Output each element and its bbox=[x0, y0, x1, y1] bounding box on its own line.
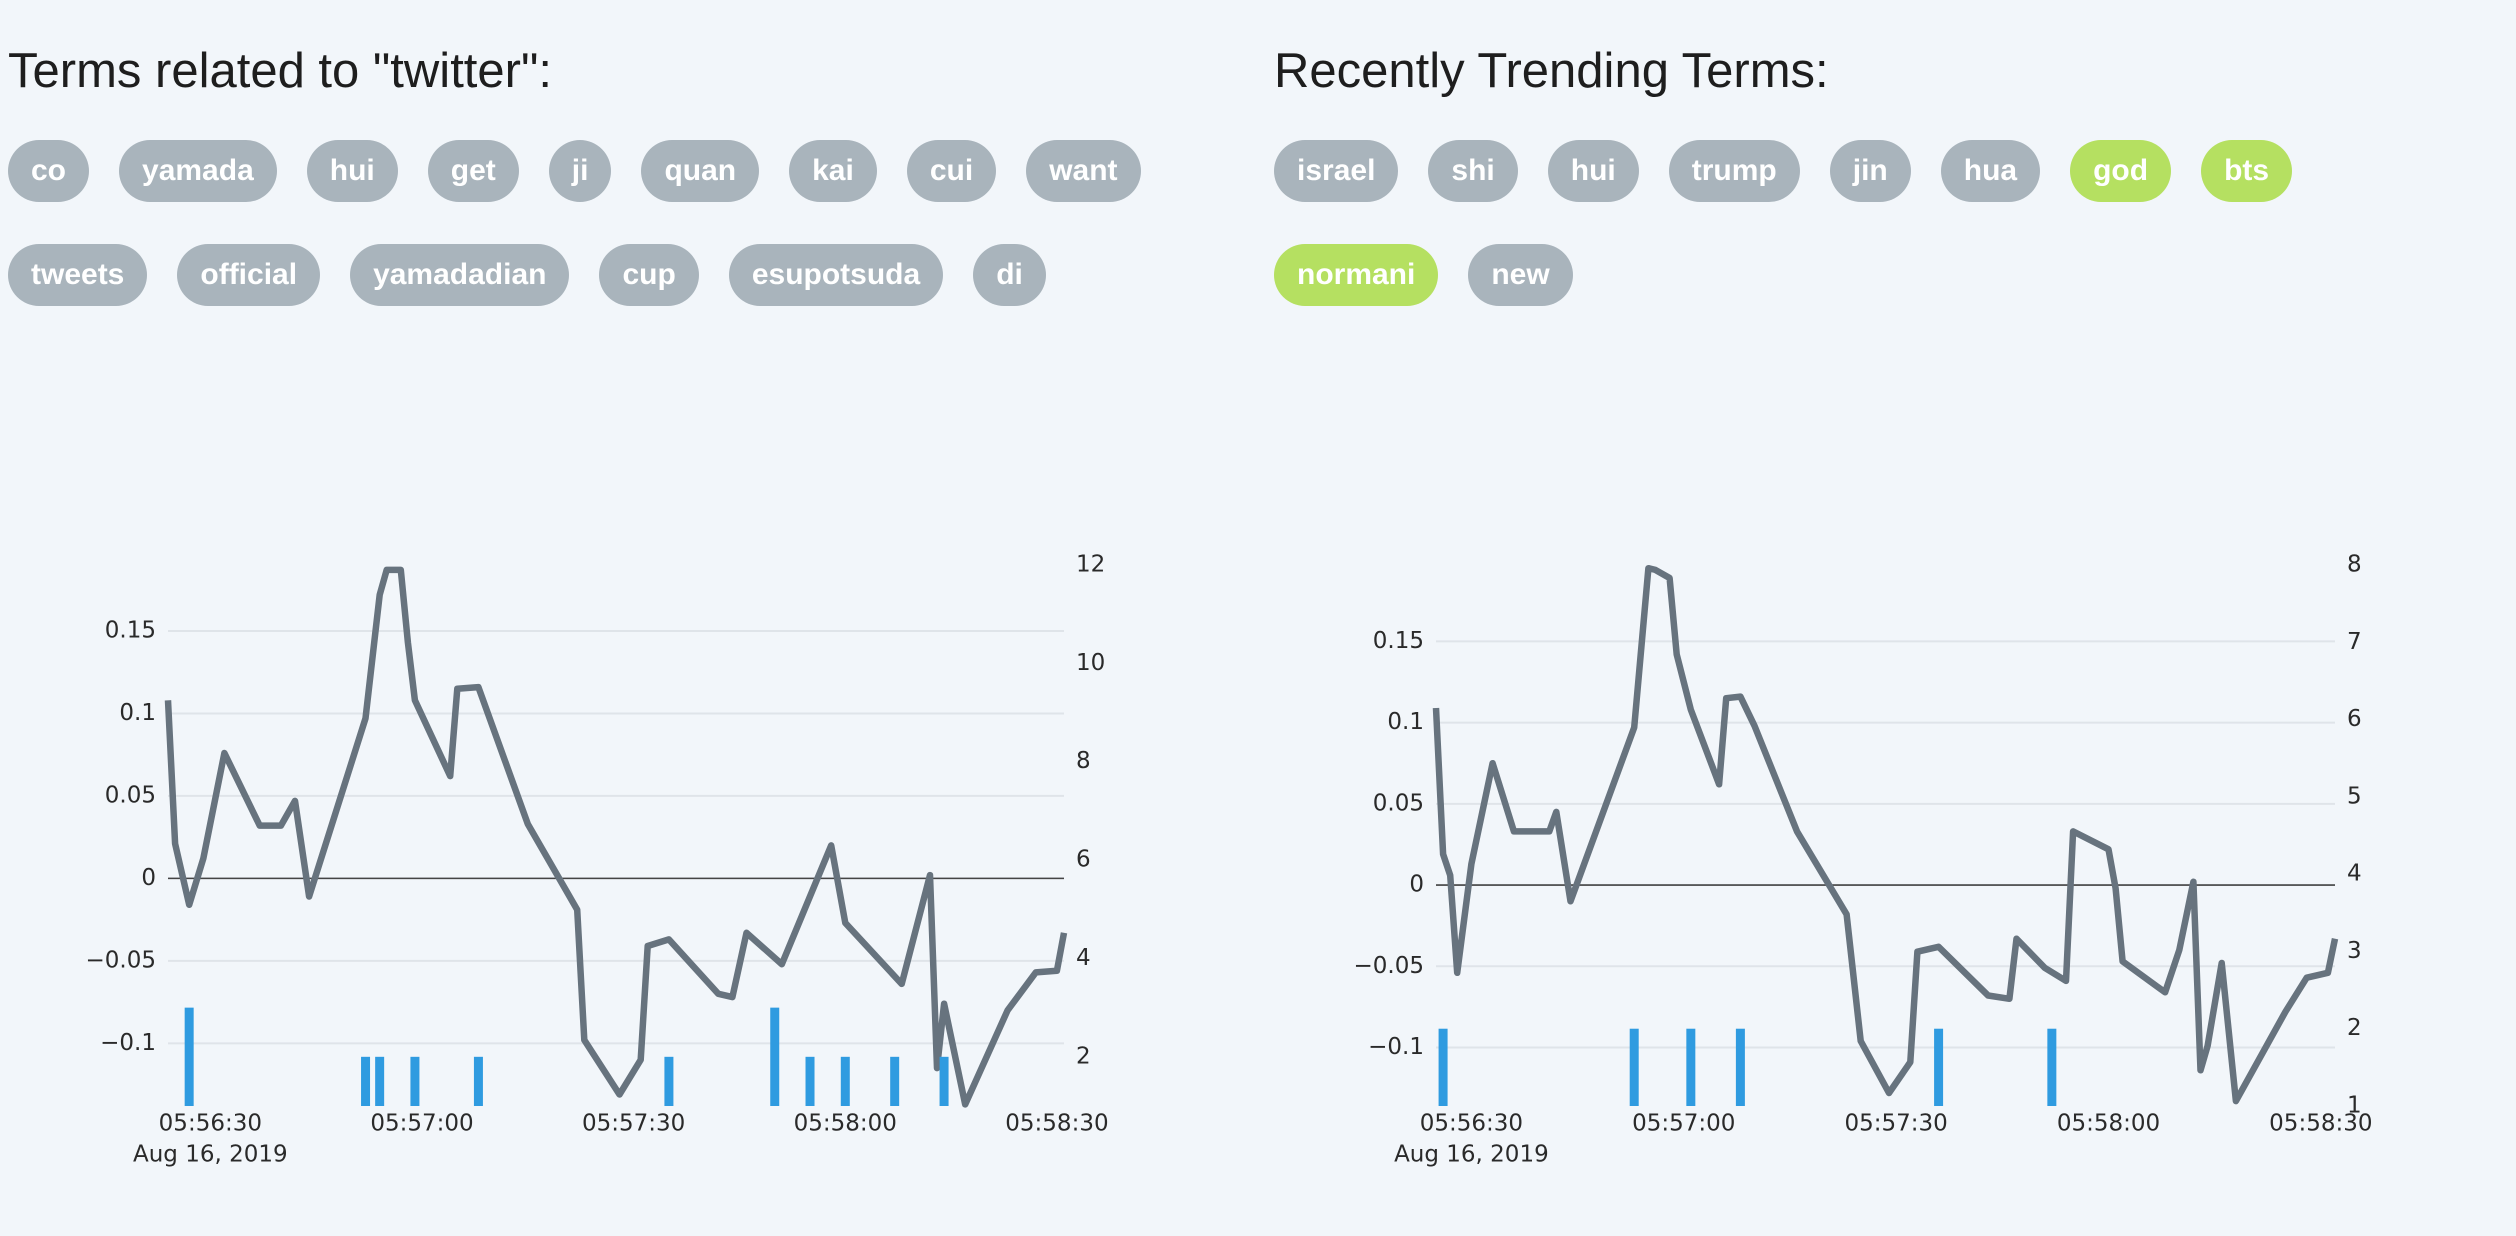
y2-tick-label: 5 bbox=[2347, 783, 2362, 809]
y-tick-label: −0.1 bbox=[100, 1030, 156, 1056]
y-tick-label: 0.15 bbox=[105, 617, 156, 643]
term-pill[interactable]: hui bbox=[1547, 140, 1639, 202]
y-tick-label: −0.1 bbox=[1368, 1034, 1424, 1060]
term-pill[interactable]: cui bbox=[906, 140, 997, 202]
bar bbox=[2047, 1028, 2057, 1106]
y2-tick-label: 8 bbox=[2347, 552, 2362, 578]
bar bbox=[1735, 1028, 1745, 1106]
y2-tick-label: 12 bbox=[1076, 552, 1105, 578]
bar bbox=[890, 1056, 900, 1106]
y2-tick-label: 10 bbox=[1076, 650, 1105, 676]
y2-tick-label: 4 bbox=[1076, 945, 1091, 971]
term-pill[interactable]: god bbox=[2070, 140, 2172, 202]
term-pill[interactable]: jin bbox=[1829, 140, 1911, 202]
y-tick-label: 0.1 bbox=[119, 700, 156, 726]
x-date-label: Aug 16, 2019 bbox=[1394, 1142, 1549, 1168]
term-row: normani new bbox=[1274, 244, 2292, 306]
bar bbox=[840, 1056, 850, 1106]
term-pill[interactable]: yamada bbox=[119, 140, 277, 202]
bar bbox=[410, 1056, 420, 1106]
term-pill[interactable]: normani bbox=[1274, 244, 1439, 306]
bar bbox=[184, 1007, 194, 1106]
bar bbox=[770, 1007, 780, 1106]
term-pill[interactable]: cup bbox=[599, 244, 699, 306]
term-pill[interactable]: official bbox=[177, 244, 321, 306]
related-terms-panel: Terms related to "twitter": co yamada hui ge… bbox=[8, 36, 1141, 306]
y2-tick-label: 7 bbox=[2347, 629, 2362, 655]
y-tick-label: 0.1 bbox=[1387, 709, 1424, 735]
x-tick-label: 05:56:30 bbox=[159, 1111, 262, 1137]
bar bbox=[1686, 1028, 1696, 1106]
x-tick-label: 05:57:00 bbox=[1632, 1111, 1735, 1137]
panel-title: Terms related to "twitter": bbox=[8, 44, 553, 98]
bar bbox=[375, 1056, 385, 1106]
term-row: tweets official yamadadian cup esupotsuda di bbox=[8, 244, 1141, 306]
trending-terms-panel: Recently Trending Terms: israel shi hui trum… bbox=[1274, 36, 2293, 306]
y-tick-label: 0.05 bbox=[1373, 790, 1424, 816]
bar bbox=[805, 1056, 815, 1106]
y2-tick-label: 3 bbox=[2347, 938, 2362, 964]
y2-tick-label: 4 bbox=[2347, 861, 2362, 887]
y-tick-label: 0.15 bbox=[1373, 628, 1424, 654]
term-pill[interactable]: shi bbox=[1428, 140, 1518, 202]
term-pill[interactable]: quan bbox=[641, 140, 760, 202]
x-tick-label: 05:58:30 bbox=[1005, 1111, 1108, 1137]
term-pill[interactable]: want bbox=[1026, 140, 1141, 202]
term-pill[interactable]: israel bbox=[1274, 140, 1399, 202]
bar bbox=[939, 1056, 949, 1106]
x-tick-label: 05:57:30 bbox=[582, 1111, 685, 1137]
term-pill[interactable]: kai bbox=[789, 140, 877, 202]
x-tick-label: 05:56:30 bbox=[1420, 1111, 1523, 1137]
term-pill[interactable]: ji bbox=[548, 140, 612, 202]
x-tick-label: 05:58:30 bbox=[2269, 1111, 2372, 1137]
term-pill[interactable]: new bbox=[1468, 244, 1573, 306]
y2-tick-label: 1 bbox=[2347, 1093, 2362, 1119]
term-pill[interactable]: di bbox=[973, 244, 1046, 306]
term-pill[interactable]: tweets bbox=[8, 244, 148, 306]
y2-tick-label: 2 bbox=[2347, 1015, 2362, 1041]
panel-title: Recently Trending Terms: bbox=[1274, 44, 1829, 98]
x-date-label: Aug 16, 2019 bbox=[133, 1142, 288, 1168]
y-tick-label: −0.05 bbox=[86, 947, 156, 973]
y-tick-label: −0.05 bbox=[1354, 953, 1424, 979]
x-tick-label: 05:58:00 bbox=[2057, 1111, 2160, 1137]
line-series bbox=[1432, 564, 2339, 1105]
y-tick-label: 0.05 bbox=[105, 782, 156, 808]
y2-tick-label: 6 bbox=[2347, 706, 2362, 732]
bar bbox=[473, 1056, 483, 1106]
x-tick-label: 05:57:00 bbox=[370, 1111, 473, 1137]
y-tick-label: 0 bbox=[141, 865, 156, 891]
term-pill[interactable]: trump bbox=[1668, 140, 1800, 202]
term-pill[interactable]: hui bbox=[306, 140, 398, 202]
term-pill[interactable]: co bbox=[8, 140, 90, 202]
term-row: israel shi hui trump jin hua god bts bbox=[1274, 140, 2293, 202]
x-tick-label: 05:58:00 bbox=[794, 1111, 897, 1137]
term-pill[interactable]: esupotsuda bbox=[728, 244, 944, 306]
term-row: co yamada hui get ji quan kai cui want bbox=[8, 140, 1141, 202]
bar bbox=[1934, 1028, 1944, 1106]
term-pill[interactable]: hua bbox=[1940, 140, 2041, 202]
bar bbox=[361, 1056, 371, 1106]
term-pill[interactable]: bts bbox=[2201, 140, 2293, 202]
y2-tick-label: 8 bbox=[1076, 748, 1091, 774]
bar bbox=[664, 1056, 674, 1106]
x-tick-label: 05:57:30 bbox=[1844, 1111, 1947, 1137]
y2-tick-label: 2 bbox=[1076, 1043, 1091, 1069]
bar bbox=[1629, 1028, 1639, 1106]
line-series bbox=[164, 566, 1068, 1108]
bar bbox=[1438, 1028, 1448, 1106]
term-pill[interactable]: yamadadian bbox=[350, 244, 570, 306]
y2-tick-label: 6 bbox=[1076, 847, 1091, 873]
term-pill[interactable]: get bbox=[427, 140, 519, 202]
y-tick-label: 0 bbox=[1409, 872, 1424, 898]
